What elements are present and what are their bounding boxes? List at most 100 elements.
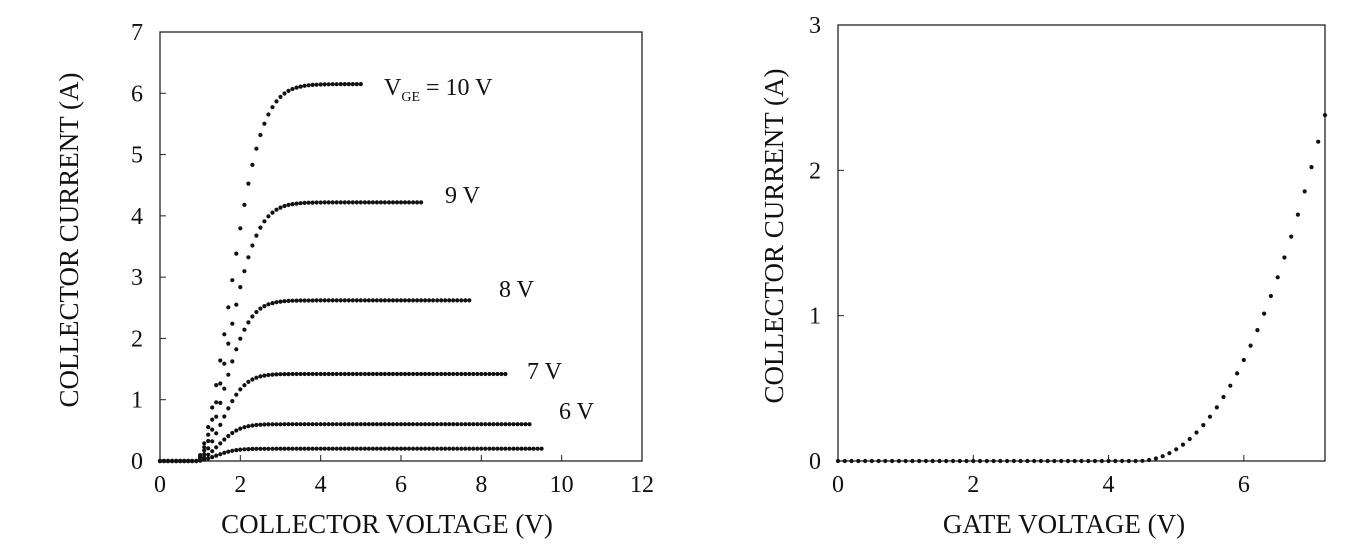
- data-point: [398, 200, 404, 205]
- data-point: [362, 200, 367, 205]
- data-point: [270, 210, 275, 215]
- data-point: [362, 422, 367, 427]
- transfer-curve: [835, 113, 1328, 464]
- data-point: [495, 446, 500, 451]
- data-point: [262, 446, 267, 451]
- data-point: [338, 200, 343, 205]
- data-point: [350, 298, 355, 303]
- data-point: [370, 298, 375, 303]
- data-point: [427, 371, 432, 377]
- data-point: [282, 372, 287, 377]
- data-point: [451, 446, 456, 451]
- data-point: [463, 422, 468, 427]
- data-point: [447, 422, 452, 427]
- data-point: [222, 386, 227, 391]
- data-point: [439, 446, 444, 451]
- series-curve: [157, 298, 472, 464]
- y-tick-label: 3: [809, 13, 821, 39]
- data-point: [431, 371, 436, 377]
- data-point: [290, 86, 295, 92]
- data-point: [298, 84, 303, 89]
- x-tick-label: 2: [234, 472, 246, 498]
- data-point: [161, 458, 167, 464]
- data-point: [338, 298, 343, 303]
- data-point: [1153, 456, 1158, 461]
- x-tick-label: 12: [630, 472, 654, 498]
- data-point: [977, 458, 983, 464]
- data-point: [971, 458, 976, 464]
- data-point: [1092, 458, 1098, 464]
- data-point: [390, 200, 396, 205]
- data-point: [346, 200, 351, 205]
- series-labels-left: VGE = 10 V 9 V 8 V 7 V 6 V: [384, 75, 595, 425]
- data-point: [310, 422, 315, 427]
- data-point: [519, 422, 524, 427]
- data-point: [398, 371, 404, 377]
- data-point: [964, 458, 969, 464]
- data-point: [350, 446, 355, 451]
- data-point: [206, 446, 211, 451]
- data-point: [294, 201, 299, 206]
- data-point: [334, 446, 339, 451]
- series-curve: [157, 446, 544, 464]
- data-point: [507, 446, 512, 451]
- data-point: [869, 458, 874, 464]
- data-point: [411, 446, 416, 451]
- data-point: [423, 371, 428, 377]
- data-point: [238, 447, 243, 452]
- data-point: [346, 422, 351, 427]
- data-point: [402, 371, 408, 377]
- data-point: [242, 383, 247, 388]
- data-point: [310, 371, 315, 377]
- data-point: [1072, 458, 1077, 464]
- data-point: [314, 200, 319, 205]
- data-point: [354, 371, 359, 377]
- data-point: [258, 306, 263, 311]
- series-curve: [157, 200, 424, 464]
- data-point: [374, 446, 379, 451]
- data-point: [294, 446, 299, 451]
- data-point: [214, 400, 219, 405]
- data-point: [358, 298, 363, 303]
- data-point: [334, 371, 339, 377]
- data-point: [515, 422, 520, 427]
- data-point: [390, 446, 396, 451]
- data-point: [330, 446, 335, 451]
- y-tick-label: 0: [809, 449, 821, 475]
- data-point: [326, 298, 331, 303]
- data-point: [527, 422, 532, 427]
- data-point: [362, 298, 367, 303]
- data-point: [1194, 430, 1199, 435]
- data-point: [495, 422, 500, 427]
- data-point: [314, 422, 319, 427]
- data-point: [523, 422, 528, 427]
- data-point: [366, 446, 371, 451]
- data-point: [398, 298, 404, 303]
- data-point: [431, 298, 436, 303]
- data-point: [475, 371, 480, 377]
- data-point: [234, 302, 239, 307]
- data-point: [206, 452, 211, 457]
- data-point: [250, 377, 255, 382]
- data-point: [443, 298, 448, 303]
- data-point: [406, 371, 412, 377]
- data-point: [286, 446, 291, 451]
- data-point: [290, 298, 295, 303]
- data-point: [411, 298, 416, 303]
- y-tick-label: 6: [131, 81, 143, 107]
- data-point: [250, 162, 255, 167]
- data-point: [266, 422, 271, 427]
- data-point: [278, 94, 283, 99]
- data-point: [302, 446, 307, 451]
- data-point: [382, 422, 387, 427]
- data-point: [378, 371, 383, 377]
- data-point: [226, 305, 231, 310]
- data-point: [286, 202, 291, 207]
- data-point: [467, 422, 472, 427]
- data-point: [338, 422, 343, 427]
- data-point: [427, 446, 432, 451]
- data-point: [471, 371, 476, 377]
- data-point: [944, 458, 949, 464]
- data-point: [342, 200, 347, 205]
